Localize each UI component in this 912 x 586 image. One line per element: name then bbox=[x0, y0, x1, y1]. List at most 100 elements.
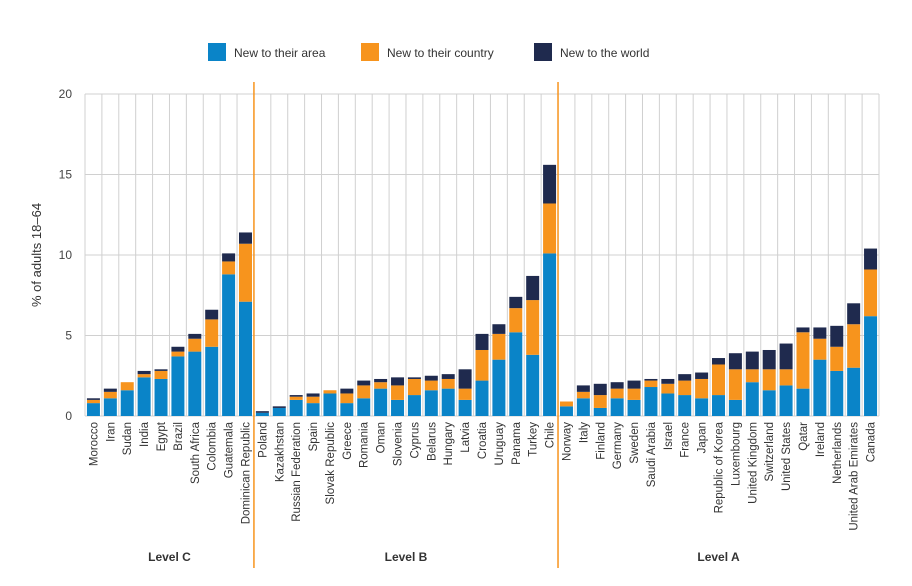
grid-lines bbox=[84, 93, 880, 417]
bar-stack-japan bbox=[695, 372, 709, 416]
bar-belarus-new-to-their-country bbox=[424, 380, 438, 391]
bar-chile-new-to-their-area bbox=[543, 253, 557, 416]
bar-uruguay-new-to-their-country bbox=[492, 333, 506, 360]
bar-turkey-new-to-the-world bbox=[526, 275, 540, 301]
bar-canada-new-to-their-area bbox=[864, 316, 878, 416]
x-tick-label-luxembourg: Luxembourg bbox=[730, 422, 742, 486]
bar-switzerland-new-to-their-area bbox=[762, 390, 776, 416]
bar-brazil-new-to-the-world bbox=[171, 346, 185, 352]
x-tick-label-israel: Israel bbox=[663, 422, 675, 450]
x-tick-label-brazil: Brazil bbox=[173, 422, 185, 451]
bar-south-africa-new-to-their-area bbox=[188, 351, 202, 416]
bar-guatemala-new-to-the-world bbox=[222, 253, 236, 262]
bar-luxembourg-new-to-their-area bbox=[728, 399, 742, 416]
bar-dominican-republic-new-to-the-world bbox=[238, 232, 252, 244]
bar-stack-germany bbox=[610, 382, 624, 416]
x-tick-label-qatar: Qatar bbox=[798, 422, 810, 451]
bar-qatar-new-to-their-area bbox=[796, 388, 810, 416]
bar-croatia-new-to-the-world bbox=[475, 333, 489, 350]
x-tick-label-norway: Norway bbox=[561, 422, 573, 461]
bar-chile-new-to-their-country bbox=[543, 203, 557, 254]
bar-croatia-new-to-their-country bbox=[475, 349, 489, 381]
bar-stack-colombia bbox=[205, 309, 219, 416]
bar-netherlands-new-to-their-country bbox=[830, 346, 844, 371]
x-tick-label-chile: Chile bbox=[545, 422, 557, 448]
bar-sudan-new-to-their-area bbox=[120, 390, 134, 416]
bar-italy-new-to-their-country bbox=[576, 391, 590, 399]
bar-ireland-new-to-the-world bbox=[813, 327, 827, 339]
bar-colombia-new-to-their-country bbox=[205, 319, 219, 347]
x-tick-label-italy: Italy bbox=[578, 422, 590, 443]
legend-label-new-to-their-country: New to their country bbox=[387, 46, 494, 60]
x-tick-label-iran: Iran bbox=[105, 422, 117, 442]
legend-swatch-new-to-the-world bbox=[534, 43, 552, 61]
x-tick-label-egypt: Egypt bbox=[156, 421, 168, 451]
x-tick-label-turkey: Turkey bbox=[528, 422, 540, 457]
bar-japan-new-to-their-country bbox=[695, 378, 709, 399]
bar-india-new-to-the-world bbox=[137, 370, 151, 375]
bar-saudi-arabia-new-to-the-world bbox=[644, 378, 658, 381]
bar-panama-new-to-their-country bbox=[509, 308, 523, 333]
y-tick-label-15: 15 bbox=[59, 168, 73, 182]
bar-egypt-new-to-the-world bbox=[154, 369, 168, 371]
bar-stack-slovak-republic bbox=[323, 390, 337, 416]
bar-dominican-republic-new-to-their-area bbox=[238, 301, 252, 416]
x-tick-label-germany: Germany bbox=[612, 422, 624, 470]
bar-romania-new-to-their-country bbox=[357, 385, 371, 399]
x-tick-label-morocco: Morocco bbox=[88, 422, 100, 466]
bar-ireland-new-to-their-country bbox=[813, 338, 827, 360]
bar-netherlands-new-to-their-area bbox=[830, 370, 844, 416]
bar-india-new-to-their-area bbox=[137, 377, 151, 416]
bar-israel-new-to-their-country bbox=[661, 383, 675, 394]
x-tick-label-republic-of-korea: Republic of Korea bbox=[714, 421, 726, 513]
bar-stack-france bbox=[678, 374, 692, 416]
x-tick-label-united-states: United States bbox=[781, 422, 793, 491]
bar-poland-new-to-the-world bbox=[255, 411, 269, 413]
bar-russian-federation-new-to-their-area bbox=[289, 399, 303, 416]
bar-stack-dominican-republic bbox=[238, 232, 252, 416]
bar-brazil-new-to-their-country bbox=[171, 351, 185, 357]
bar-colombia-new-to-their-area bbox=[205, 346, 219, 416]
bar-spain-new-to-their-area bbox=[306, 403, 320, 416]
bar-greece-new-to-the-world bbox=[340, 388, 354, 394]
x-tick-label-united-kingdom: United Kingdom bbox=[747, 422, 759, 504]
bar-morocco-new-to-their-country bbox=[86, 399, 100, 404]
bar-slovenia-new-to-the-world bbox=[391, 377, 405, 386]
group-label-level-b: Level B bbox=[385, 550, 428, 564]
bar-egypt-new-to-their-area bbox=[154, 378, 168, 416]
bar-stack-chile bbox=[543, 164, 557, 416]
chart-legend: New to their area New to their country New… bbox=[208, 43, 649, 61]
bar-greece-new-to-their-country bbox=[340, 393, 354, 404]
bar-united-states-new-to-their-area bbox=[779, 385, 793, 416]
x-tick-label-colombia: Colombia bbox=[207, 421, 219, 470]
bar-uruguay-new-to-their-area bbox=[492, 359, 506, 416]
bar-united-arab-emirates-new-to-their-area bbox=[847, 367, 861, 416]
bar-romania-new-to-their-area bbox=[357, 398, 371, 416]
bar-kazakhstan-new-to-the-world bbox=[272, 406, 286, 408]
bar-ireland-new-to-their-area bbox=[813, 359, 827, 416]
legend-swatch-new-to-their-area bbox=[208, 43, 226, 61]
bar-turkey-new-to-their-area bbox=[526, 354, 540, 416]
bar-stack-united-arab-emirates bbox=[847, 303, 861, 416]
y-tick-label-10: 10 bbox=[59, 248, 73, 262]
bar-saudi-arabia-new-to-their-country bbox=[644, 380, 658, 388]
group-labels: Level C Level B Level A bbox=[148, 550, 740, 564]
x-tick-label-united-arab-emirates: United Arab Emirates bbox=[849, 422, 861, 531]
bar-germany-new-to-the-world bbox=[610, 382, 624, 389]
bar-italy-new-to-the-world bbox=[576, 385, 590, 392]
x-tick-label-poland: Poland bbox=[257, 422, 269, 458]
x-tick-label-romania: Romania bbox=[359, 421, 371, 468]
bar-latvia-new-to-their-country bbox=[458, 388, 472, 400]
x-tick-label-croatia: Croatia bbox=[477, 421, 489, 459]
bar-stack-israel bbox=[661, 378, 675, 416]
x-tick-label-sudan: Sudan bbox=[122, 422, 134, 455]
x-tick-label-dominican-republic: Dominican Republic bbox=[240, 422, 252, 525]
bar-guatemala-new-to-their-country bbox=[222, 261, 236, 275]
x-tick-label-uruguay: Uruguay bbox=[494, 422, 506, 466]
bar-russian-federation-new-to-their-country bbox=[289, 396, 303, 400]
x-tick-label-hungary: Hungary bbox=[443, 422, 455, 466]
bar-stack-south-africa bbox=[188, 333, 202, 416]
bar-sweden-new-to-their-country bbox=[627, 388, 641, 400]
bar-stack-guatemala bbox=[222, 253, 236, 416]
bar-republic-of-korea-new-to-their-country bbox=[712, 364, 726, 396]
